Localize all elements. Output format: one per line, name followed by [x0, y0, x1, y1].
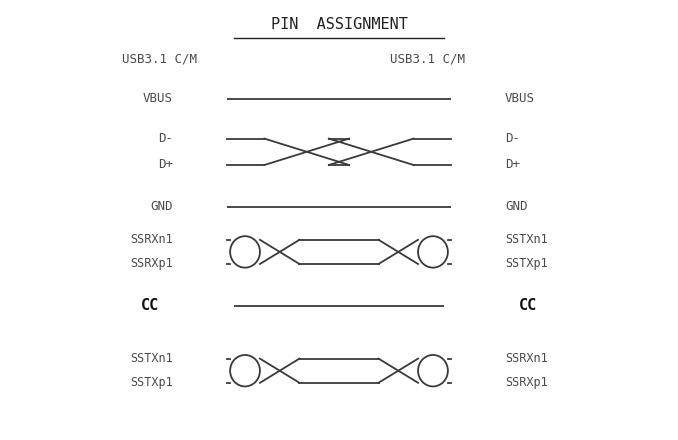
Text: D+: D+	[505, 158, 520, 172]
Text: VBUS: VBUS	[505, 92, 535, 106]
Text: D-: D-	[158, 132, 173, 145]
Text: USB3.1 C/M: USB3.1 C/M	[390, 53, 464, 66]
Text: PIN  ASSIGNMENT: PIN ASSIGNMENT	[271, 17, 407, 32]
Text: SSTXp1: SSTXp1	[130, 376, 173, 389]
Text: VBUS: VBUS	[143, 92, 173, 106]
Text: SSTXp1: SSTXp1	[505, 257, 548, 271]
Text: SSRXp1: SSRXp1	[130, 257, 173, 271]
Text: SSRXp1: SSRXp1	[505, 376, 548, 389]
Text: GND: GND	[505, 200, 527, 213]
Text: CC: CC	[141, 298, 159, 313]
Text: SSTXn1: SSTXn1	[130, 352, 173, 365]
Text: USB3.1 C/M: USB3.1 C/M	[122, 53, 197, 66]
Text: D-: D-	[505, 132, 520, 145]
Text: D+: D+	[158, 158, 173, 172]
Text: GND: GND	[151, 200, 173, 213]
Text: CC: CC	[519, 298, 537, 313]
Text: SSRXn1: SSRXn1	[130, 233, 173, 246]
Text: SSRXn1: SSRXn1	[505, 352, 548, 365]
Text: SSTXn1: SSTXn1	[505, 233, 548, 246]
